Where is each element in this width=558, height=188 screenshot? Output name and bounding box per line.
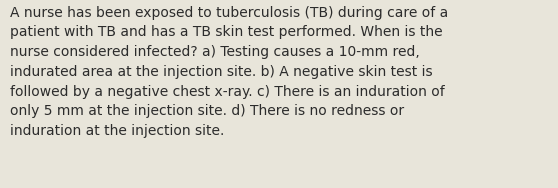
Text: A nurse has been exposed to tuberculosis (TB) during care of a
patient with TB a: A nurse has been exposed to tuberculosis… [10, 6, 448, 138]
